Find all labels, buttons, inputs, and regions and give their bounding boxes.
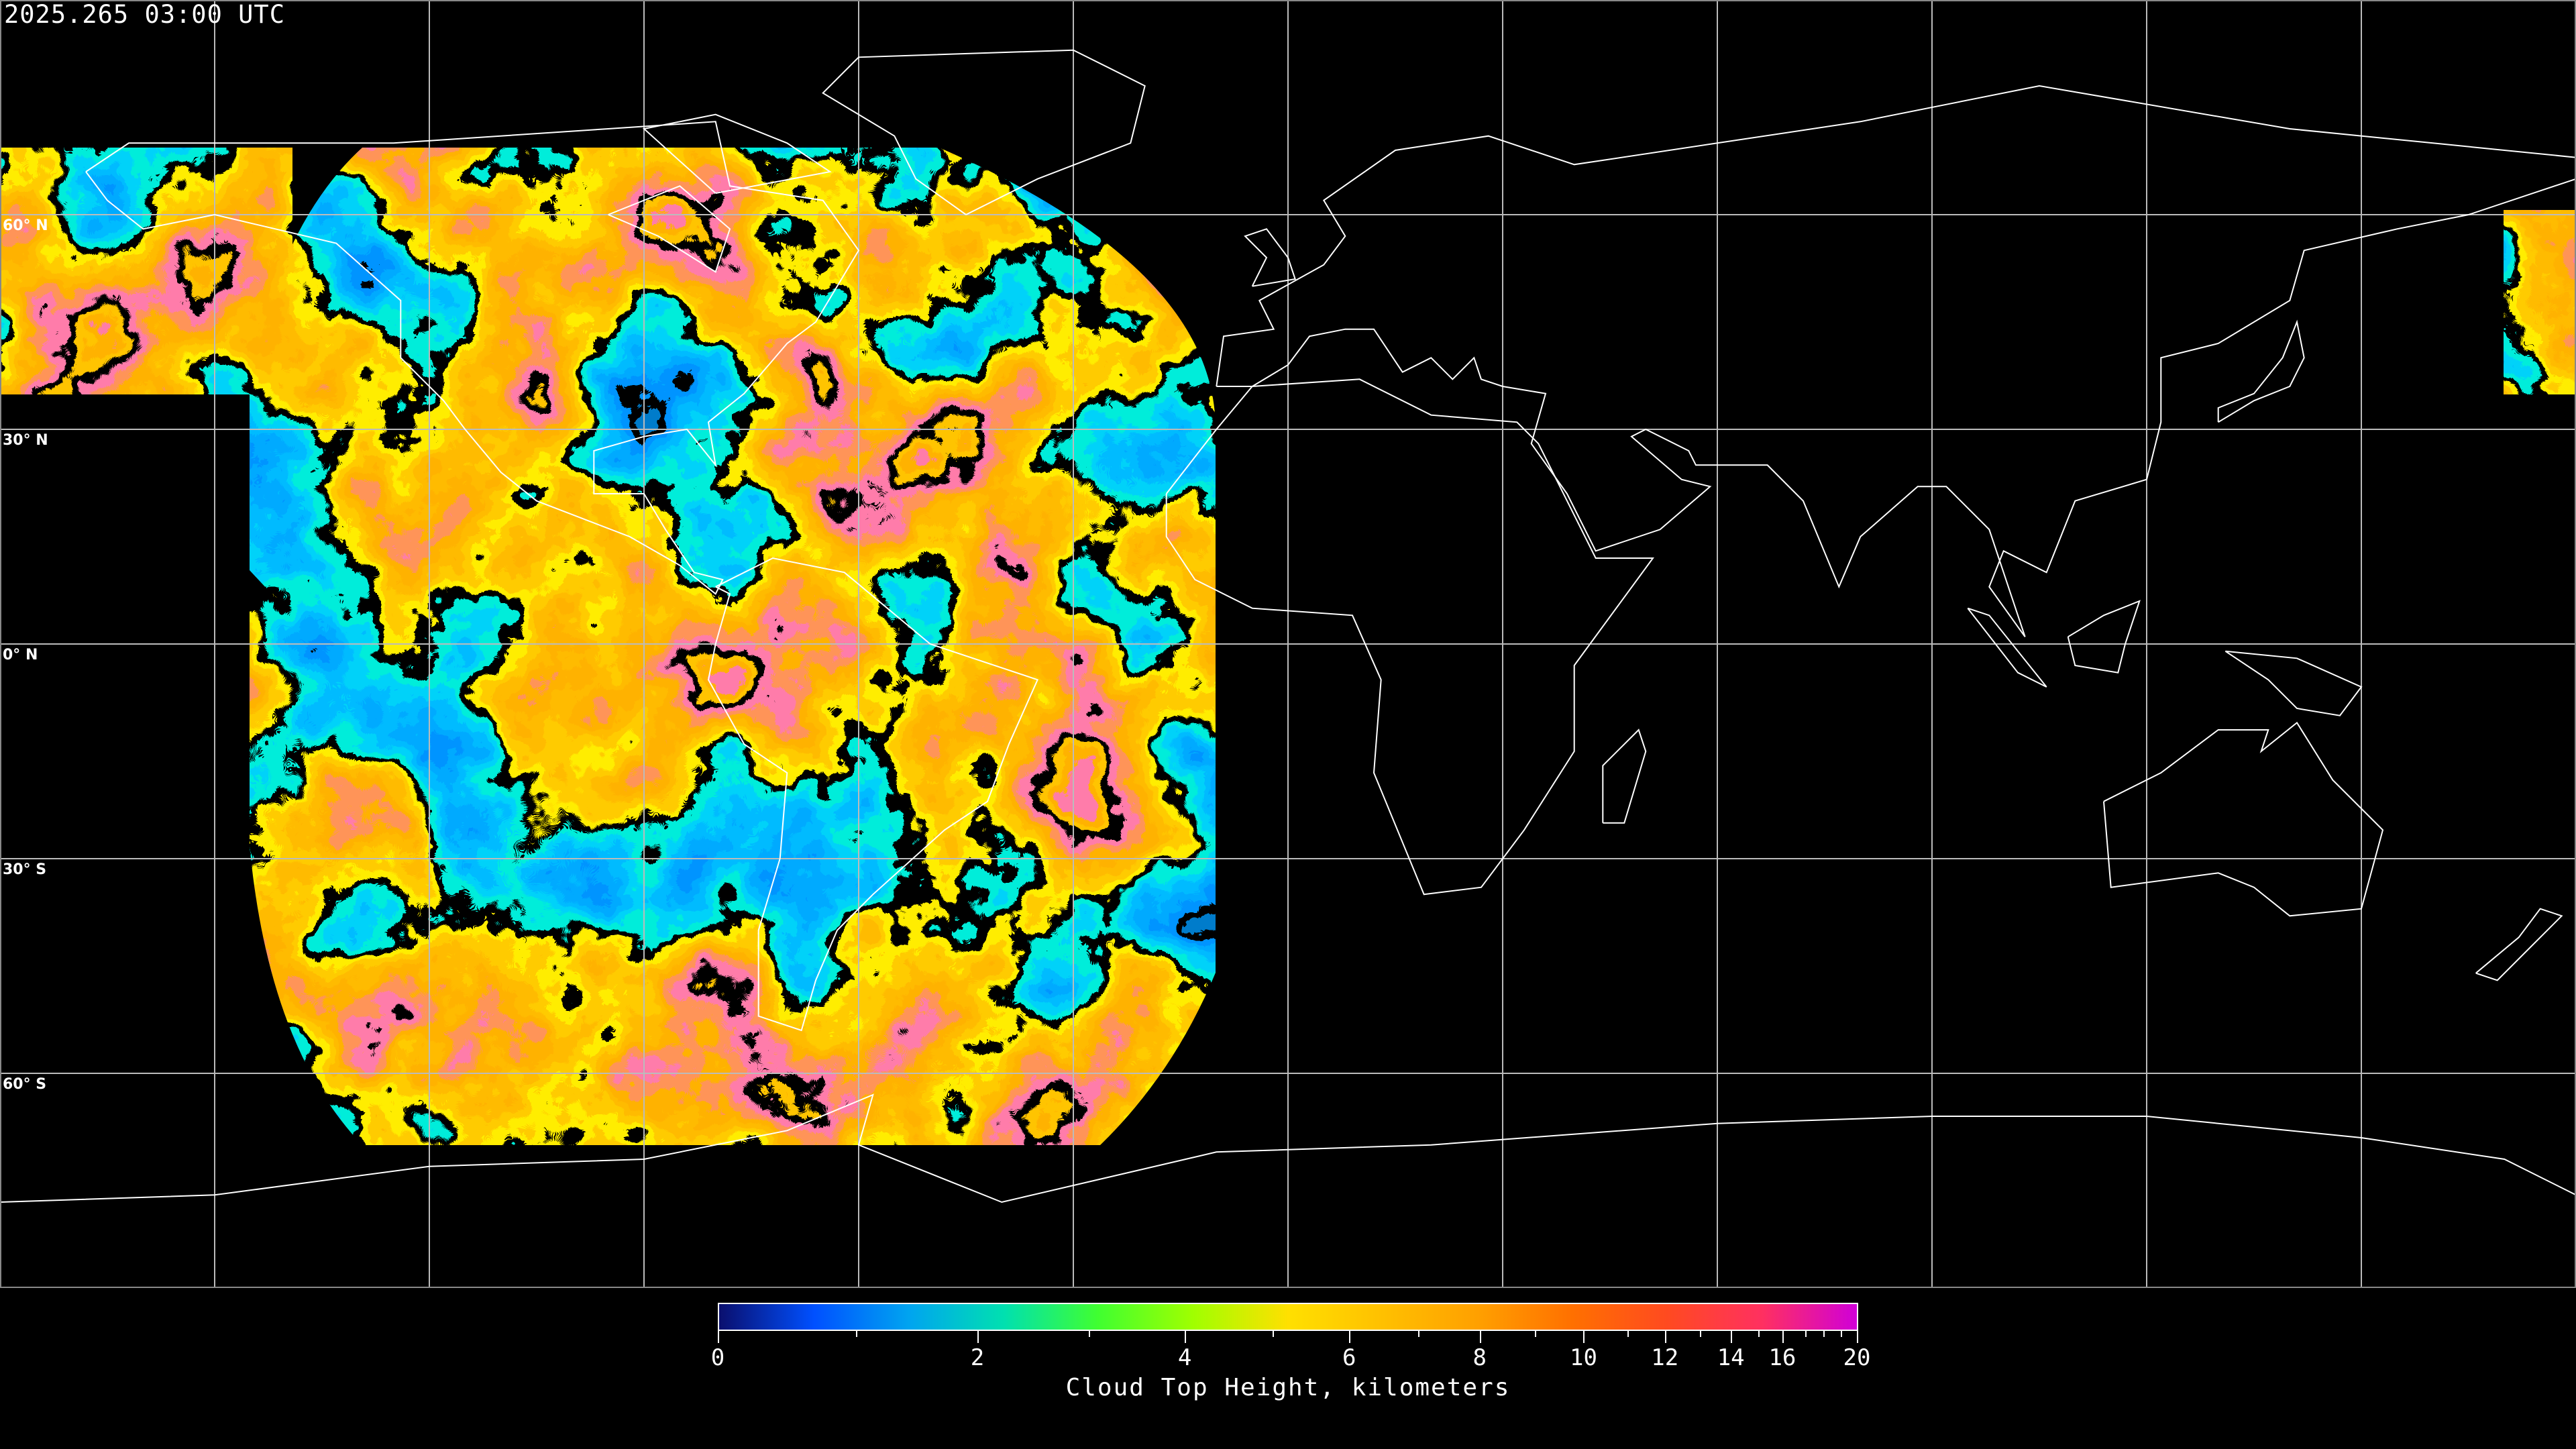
lat-label-30s: 30° S xyxy=(3,861,47,878)
map-border xyxy=(0,0,2576,1288)
colorbar-tick xyxy=(1535,1331,1537,1337)
colorbar-tick xyxy=(977,1331,979,1343)
colorbar-tick-label: 16 xyxy=(1768,1344,1796,1371)
colorbar-tick-label: 20 xyxy=(1843,1344,1871,1371)
colorbar-tick-label: 12 xyxy=(1651,1344,1679,1371)
colorbar-tick xyxy=(1758,1331,1760,1337)
colorbar-tick-label: 0 xyxy=(710,1344,725,1371)
colorbar-tick xyxy=(856,1331,858,1337)
colorbar-tick xyxy=(1089,1331,1091,1337)
colorbar-tick-label: 2 xyxy=(970,1344,985,1371)
colorbar-tick-label: 4 xyxy=(1177,1344,1192,1371)
coastline-new-zealand xyxy=(2475,908,2563,981)
lat-label-30n: 30° N xyxy=(3,432,48,449)
colorbar-tick xyxy=(1627,1331,1629,1337)
coastline-baffin-island xyxy=(642,113,832,194)
colorbar-tick xyxy=(1185,1331,1187,1343)
coastline-sumatra xyxy=(1967,607,2047,688)
coastline-antarctica xyxy=(0,1093,2576,1203)
timestamp-label: 2025.265 03:00 UTC xyxy=(4,0,285,29)
colorbar-tick-label: 6 xyxy=(1342,1344,1356,1371)
colorbar-tick xyxy=(1805,1331,1807,1337)
coastline-south-america xyxy=(707,557,1039,1032)
colorbar-tick-label: 10 xyxy=(1569,1344,1597,1371)
colorbar-tick xyxy=(1418,1331,1420,1337)
coastline-japan xyxy=(2217,319,2305,423)
lat-label-60n: 60° N xyxy=(3,217,48,234)
coastline-north-america xyxy=(85,121,860,595)
coastline-hudson-bay xyxy=(608,185,731,273)
colorbar-tick xyxy=(1857,1331,1858,1343)
coastline-greenland xyxy=(822,49,1146,215)
coastlines xyxy=(0,49,2576,1203)
colorbar-tick xyxy=(1731,1331,1733,1343)
colorbar-tick xyxy=(718,1331,719,1343)
lat-label-0: 0° N xyxy=(3,647,38,663)
coastline-australia xyxy=(2103,721,2384,917)
coastline-africa xyxy=(1165,378,1654,896)
colorbar-tick xyxy=(1272,1331,1274,1337)
colorbar-tick xyxy=(1782,1331,1784,1343)
lat-label-60s: 60° S xyxy=(3,1076,47,1093)
colorbar-title: Cloud Top Height, kilometers xyxy=(1065,1374,1511,1401)
coastline-new-guinea xyxy=(2224,650,2363,716)
colorbar-tick-label: 14 xyxy=(1717,1344,1745,1371)
colorbar-tick-label: 8 xyxy=(1472,1344,1487,1371)
colorbar-tick xyxy=(1664,1331,1666,1343)
colorbar-tick xyxy=(1583,1331,1585,1343)
graticule xyxy=(0,0,2576,1288)
colorbar-tick xyxy=(1823,1331,1825,1337)
colorbar-tick xyxy=(1700,1331,1702,1337)
coastline-eurasia xyxy=(1216,85,2576,637)
coastline-borneo xyxy=(2067,600,2141,674)
colorbar-tick xyxy=(1349,1331,1351,1343)
coastline-madagascar xyxy=(1602,729,1647,824)
cloud-top-height-map xyxy=(0,0,2576,1288)
colorbar-tick xyxy=(1840,1331,1842,1337)
colorbar-tick xyxy=(1479,1331,1481,1343)
colorbar xyxy=(718,1303,1858,1331)
coastline-great-britain xyxy=(1244,228,1297,287)
colorbar-ticks: 0 2 4 6 8 10 12 14 16 20 xyxy=(711,1331,1870,1385)
